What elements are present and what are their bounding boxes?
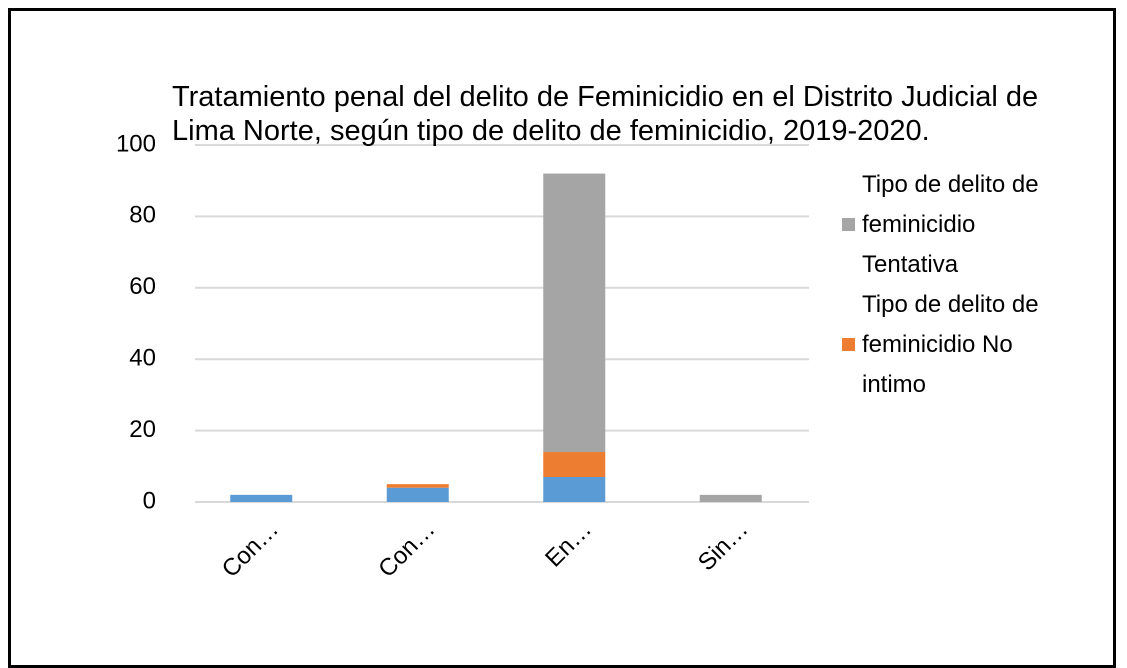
chart-title: Tratamiento penal del delito de Feminici… <box>172 81 1039 147</box>
page: 0 20 40 60 80 100 Con… Con… En… Sin… Tratamiento … <box>8 8 1116 668</box>
y-tick-label: 100 <box>116 130 156 157</box>
bar <box>543 477 606 502</box>
bar <box>386 484 449 488</box>
y-tick-label: 60 <box>129 273 156 300</box>
bar <box>699 494 762 502</box>
chart: 0 20 40 60 80 100 Con… Con… En… Sin… <box>116 130 809 583</box>
legend-swatch <box>842 218 855 231</box>
y-tick-label: 0 <box>143 487 156 514</box>
x-tick-label: Con… <box>373 516 440 583</box>
y-tick-label: 40 <box>129 345 156 372</box>
y-tick-label: 20 <box>129 416 156 443</box>
bar <box>543 173 606 453</box>
bar <box>230 494 293 502</box>
x-tick-label: Sin… <box>693 516 754 577</box>
legend-swatch <box>842 338 855 351</box>
x-tick-label: Con… <box>217 516 284 583</box>
legend-label: Tipo de delito de feminicidio Tentativa <box>862 171 1039 278</box>
y-tick-label: 80 <box>129 202 156 229</box>
x-tick-label: En… <box>540 516 597 573</box>
legend-label: Tipo de delito de feminicidio No intimo <box>862 291 1039 398</box>
bar <box>543 452 606 478</box>
bar <box>386 487 449 502</box>
